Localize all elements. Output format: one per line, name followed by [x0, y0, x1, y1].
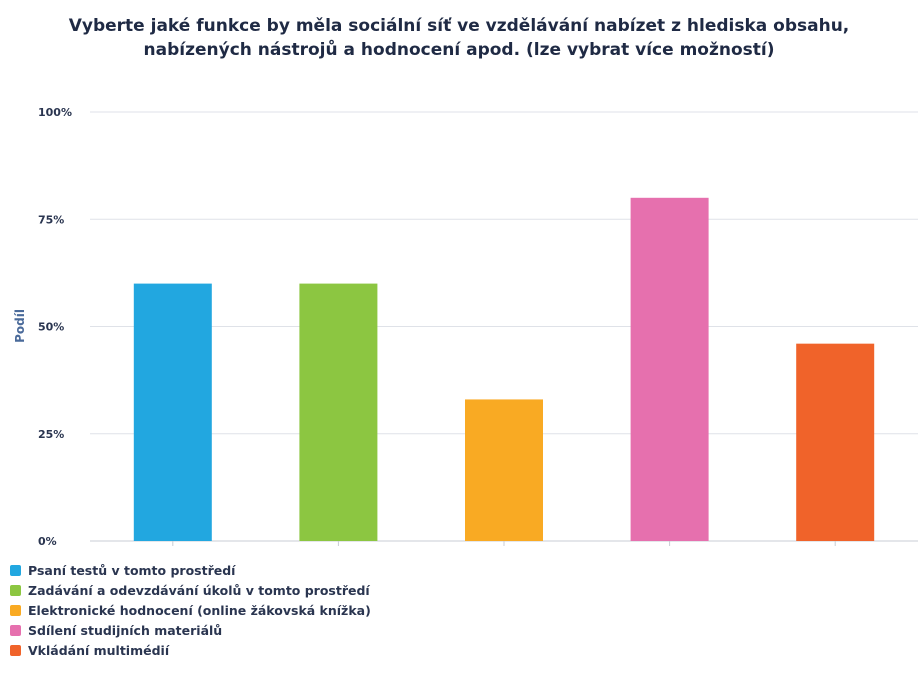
- legend-swatch: [10, 584, 21, 596]
- legend-item[interactable]: Zadávání a odevzdávání úkolů v tomto pro…: [10, 580, 371, 600]
- legend-label: Sdílení studijních materiálů: [28, 622, 223, 638]
- bar[interactable]: [796, 343, 875, 541]
- bar[interactable]: [133, 283, 212, 541]
- chart-title: Vyberte jaké funkce by měla sociální síť…: [0, 14, 918, 62]
- grid: 100% 75% 50% 25% 0%: [38, 106, 918, 548]
- legend-swatch: [10, 564, 21, 576]
- legend-item[interactable]: Sdílení studijních materiálů: [10, 620, 371, 640]
- bars: [133, 197, 875, 546]
- legend-swatch: [10, 644, 21, 656]
- y-tick-label: 50%: [38, 321, 64, 334]
- legend-swatch: [10, 604, 21, 616]
- chart-title-line-2: nabízených nástrojů a hodnocení apod. (l…: [143, 40, 775, 60]
- y-tick-label: 25%: [38, 428, 64, 441]
- y-tick-label: 100%: [38, 106, 72, 119]
- legend-label: Zadávání a odevzdávání úkolů v tomto pro…: [28, 582, 370, 598]
- legend: Psaní testů v tomto prostředí Zadávání a …: [10, 560, 371, 660]
- legend-item[interactable]: Vkládání multimédií: [10, 640, 371, 660]
- bar[interactable]: [299, 283, 378, 541]
- y-axis-label: Podíl: [13, 309, 27, 343]
- legend-label: Psaní testů v tomto prostředí: [28, 562, 236, 578]
- legend-item[interactable]: Psaní testů v tomto prostředí: [10, 560, 371, 580]
- y-tick-label: 75%: [38, 213, 64, 226]
- legend-label: Elektronické hodnocení (online žákovská …: [28, 602, 371, 618]
- bar[interactable]: [465, 399, 543, 541]
- legend-label: Vkládání multimédií: [28, 642, 170, 658]
- bar[interactable]: [630, 197, 709, 542]
- chart-title-line-1: Vyberte jaké funkce by měla sociální síť…: [68, 16, 850, 36]
- legend-swatch: [10, 624, 21, 636]
- legend-item[interactable]: Elektronické hodnocení (online žákovská …: [10, 600, 371, 620]
- y-tick-label: 0%: [38, 535, 57, 548]
